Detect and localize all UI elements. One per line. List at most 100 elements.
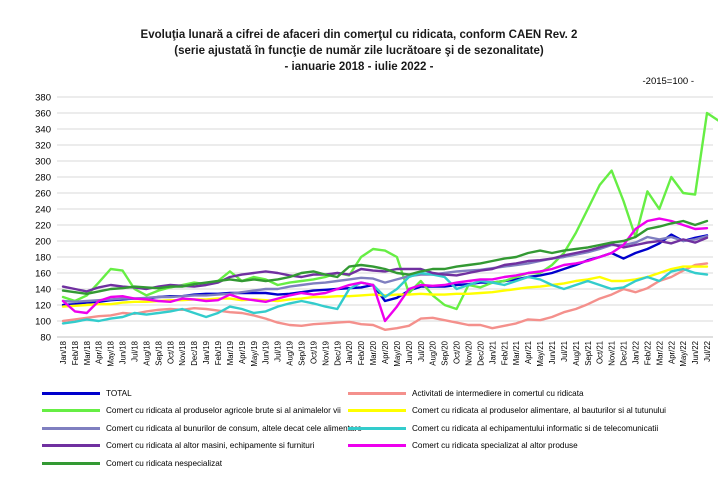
legend-label: Comert cu ridicata nespecializat [106, 458, 223, 468]
y-tick-label: 200 [35, 237, 51, 248]
legend-label: Comert cu ridicata al bunurilor de consu… [106, 423, 362, 433]
x-tick-label: Oct/20 [453, 340, 462, 364]
series-line-7 [61, 217, 709, 323]
y-tick-label: 80 [40, 333, 51, 344]
y-tick-label: 160 [35, 269, 51, 280]
legend-label: Comert cu ridicata al echipamentului inf… [412, 423, 659, 433]
x-tick-label: Apr/22 [667, 341, 676, 364]
legend-item: Comert cu ridicata nespecializat [42, 456, 222, 470]
legend-swatch [348, 444, 406, 447]
y-tick-label: 100 [35, 317, 51, 328]
y-tick-label: 340 [35, 125, 51, 136]
x-tick-label: Jul/18 [131, 341, 140, 362]
x-tick-label: Jul/19 [274, 341, 283, 362]
x-tick-label: Jan/19 [202, 341, 211, 364]
series-line-6 [61, 236, 709, 293]
legend-label: Activitati de intermediere in comertul c… [412, 388, 584, 398]
y-tick-label: 120 [35, 301, 51, 312]
y-tick-label: 220 [35, 221, 51, 232]
series-layer [61, 111, 718, 331]
x-tick-label: Jun/18 [119, 341, 128, 364]
legend-swatch [42, 391, 100, 395]
y-tick-label: 180 [35, 253, 51, 264]
legend-label: Comert cu ridicata al altor masini, echi… [106, 441, 315, 450]
x-tick-label: Nov/18 [178, 341, 187, 366]
x-tick-label: May/18 [107, 341, 116, 367]
legend-swatch [348, 426, 406, 430]
x-tick-label: Sep/21 [584, 341, 593, 366]
x-tick-label: Jun/19 [262, 341, 271, 364]
x-tick-label: Dec/18 [190, 341, 199, 366]
x-tick-label: Jul/21 [560, 341, 569, 362]
x-tick-label: Apr/18 [95, 341, 104, 364]
x-tick-label: Oct/19 [309, 341, 318, 364]
x-tick-label: Dec/20 [476, 340, 485, 365]
x-tick-label: Jul/20 [417, 340, 426, 361]
x-tick-label: Feb/20 [357, 340, 366, 365]
legend-item: Activitati de intermediere in comertul c… [348, 386, 584, 400]
x-tick-label: Mar/21 [512, 341, 521, 365]
x-tick-label: Oct/18 [166, 341, 175, 364]
legend-swatch [42, 444, 100, 447]
y-tick-label: 260 [35, 189, 51, 200]
x-tick-label: Mar/19 [226, 341, 235, 365]
y-tick-label: 140 [35, 285, 51, 296]
x-tick-label: Dec/21 [620, 341, 629, 366]
x-tick-label: Nov/19 [321, 341, 330, 366]
x-tick-label: Jun/22 [691, 341, 700, 364]
x-tick-label: Jan/21 [488, 341, 497, 364]
x-tick-label: Nov/20 [464, 340, 473, 365]
legend-swatch [42, 461, 100, 465]
x-tick-label: Sep/18 [154, 341, 163, 366]
x-tick-label: Dec/19 [333, 341, 342, 366]
legend-swatch [348, 391, 406, 395]
y-tick-label: 320 [35, 141, 51, 152]
y-tick-label: 300 [35, 157, 51, 168]
legend-label: Comert cu ridicata al produselor agricol… [106, 406, 341, 415]
x-tick-label: Feb/21 [500, 341, 509, 365]
series-line-1 [61, 262, 709, 331]
y-tick-label: 360 [35, 109, 51, 120]
legend-swatch [348, 409, 406, 412]
x-tick-label: Mar/18 [83, 341, 92, 365]
x-tick-label: May/21 [536, 341, 545, 367]
x-tick-label: Aug/21 [572, 341, 581, 366]
x-tick-label: Apr/19 [238, 341, 247, 364]
legend-swatch [42, 409, 100, 412]
x-tick-label: Aug/18 [142, 341, 151, 366]
chart-period: - ianuarie 2018 - iulie 2022 - [284, 61, 434, 73]
legend-item: Comert cu ridicata al bunurilor de consu… [42, 421, 362, 435]
x-axis-ticks: Jan/18 Feb/18 Mar/18 Apr/18 May/18 Jun/18 Jul/… [59, 340, 712, 366]
x-tick-label: Jan/20 [345, 340, 354, 364]
x-tick-label: Mar/20 [369, 340, 378, 365]
legend-item: Comert cu ridicata al produselor agricol… [42, 404, 341, 418]
grid-layer [57, 96, 713, 338]
base-year-note: -2015=100 - [642, 76, 695, 87]
y-axis-ticks: 80 100 120 140 160 180 200 220 240 260 280 300 320 34… [35, 93, 51, 344]
x-tick-label: Sep/19 [298, 341, 307, 366]
y-tick-label: 240 [35, 205, 51, 216]
y-tick-label: 380 [35, 93, 51, 104]
x-tick-label: Aug/19 [286, 341, 295, 366]
legend-swatch [42, 426, 100, 430]
legend-item: Comert cu ridicata al produselor aliment… [348, 404, 666, 418]
x-tick-label: Jun/20 [405, 340, 414, 364]
series-line-2 [61, 111, 718, 311]
series-line-5 [61, 267, 709, 325]
legend-item: Comert cu ridicata al echipamentului inf… [348, 421, 658, 435]
x-tick-label: Jan/18 [59, 341, 68, 364]
x-tick-label: Jun/21 [548, 341, 557, 364]
x-tick-label: Feb/18 [71, 341, 80, 365]
x-tick-label: Apr/21 [524, 341, 533, 364]
chart-title: Evoluţia lunară a cifrei de afaceri din … [140, 29, 578, 41]
legend-label: Comert cu ridicata al produselor aliment… [412, 406, 666, 415]
legend-item: Comert cu ridicata specializat al altor … [348, 439, 578, 453]
x-tick-label: May/22 [679, 341, 688, 367]
legend-item: Comert cu ridicata al altor masini, echi… [42, 439, 314, 453]
x-tick-label: Feb/22 [643, 341, 652, 365]
series-line-4 [61, 234, 709, 303]
x-tick-label: May/19 [250, 341, 259, 367]
x-tick-label: Sep/20 [441, 340, 450, 365]
